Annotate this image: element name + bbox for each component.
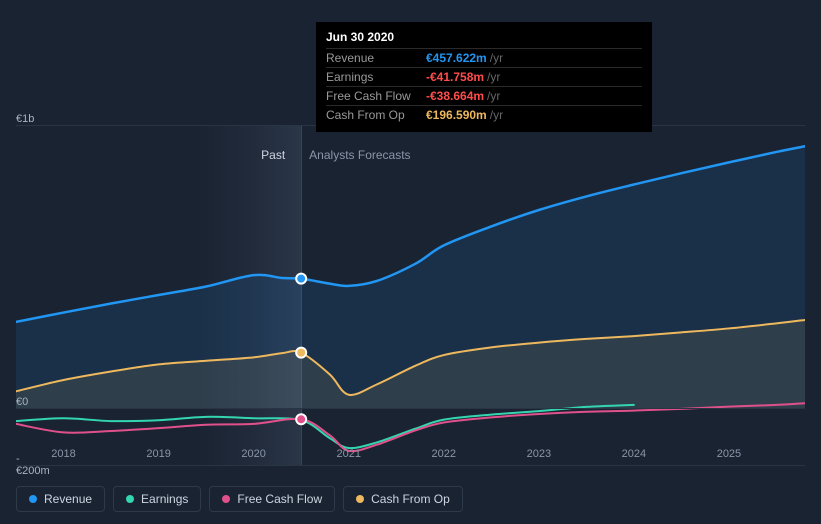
chart-svg: [16, 125, 805, 465]
tooltip-date: Jun 30 2020: [326, 30, 642, 48]
x-tick-label: 2023: [527, 448, 551, 460]
tooltip-row: Free Cash Flow-€38.664m/yr: [326, 86, 642, 105]
earnings-line: [16, 405, 634, 448]
tooltip-unit: /yr: [487, 70, 500, 84]
tooltip-unit: /yr: [490, 108, 503, 122]
tooltip-unit: /yr: [490, 51, 503, 65]
x-tick-label: 2019: [146, 448, 170, 460]
chart-plot-area[interactable]: [16, 125, 805, 465]
legend-dot-icon: [356, 495, 364, 503]
x-tick-label: 2022: [432, 448, 456, 460]
tooltip-unit: /yr: [487, 89, 500, 103]
gridline: [16, 408, 805, 409]
tooltip-row: Cash From Op€196.590m/yr: [326, 105, 642, 124]
legend: Revenue Earnings Free Cash Flow Cash From O…: [16, 486, 463, 512]
tooltip-metric-label: Revenue: [326, 51, 426, 65]
y-tick-label: €0: [16, 396, 32, 408]
tooltip-row: Revenue€457.622m/yr: [326, 48, 642, 67]
tooltip-metric-value: -€41.758m: [426, 70, 484, 84]
legend-item-fcf[interactable]: Free Cash Flow: [209, 486, 335, 512]
tooltip-metric-value: €196.590m: [426, 108, 487, 122]
tooltip-metric-value: €457.622m: [426, 51, 487, 65]
legend-dot-icon: [222, 495, 230, 503]
tooltip-metric-label: Free Cash Flow: [326, 89, 426, 103]
tooltip-metric-label: Cash From Op: [326, 108, 426, 122]
legend-dot-icon: [126, 495, 134, 503]
legend-label: Free Cash Flow: [237, 492, 322, 506]
x-axis: 2018 2019 2020 2021 2022 2023 2024 2025: [16, 448, 805, 468]
legend-item-cash_from_op[interactable]: Cash From Op: [343, 486, 463, 512]
revenue-hover-marker: [296, 274, 306, 284]
x-tick-label: 2021: [336, 448, 360, 460]
fcf-hover-marker: [296, 414, 306, 424]
tooltip-metric-label: Earnings: [326, 70, 426, 84]
x-tick-label: 2025: [717, 448, 741, 460]
legend-dot-icon: [29, 495, 37, 503]
legend-item-earnings[interactable]: Earnings: [113, 486, 201, 512]
legend-label: Earnings: [141, 492, 188, 506]
y-tick-label: €1b: [16, 113, 32, 125]
x-tick-label: 2024: [622, 448, 646, 460]
cash_from_op-hover-marker: [296, 348, 306, 358]
x-tick-label: 2018: [51, 448, 75, 460]
legend-item-revenue[interactable]: Revenue: [16, 486, 105, 512]
legend-label: Cash From Op: [371, 492, 450, 506]
fcf-line: [16, 403, 805, 451]
legend-label: Revenue: [44, 492, 92, 506]
x-tick-label: 2020: [241, 448, 265, 460]
hover-tooltip: Jun 30 2020 Revenue€457.622m/yrEarnings-…: [316, 22, 652, 132]
tooltip-metric-value: -€38.664m: [426, 89, 484, 103]
tooltip-row: Earnings-€41.758m/yr: [326, 67, 642, 86]
